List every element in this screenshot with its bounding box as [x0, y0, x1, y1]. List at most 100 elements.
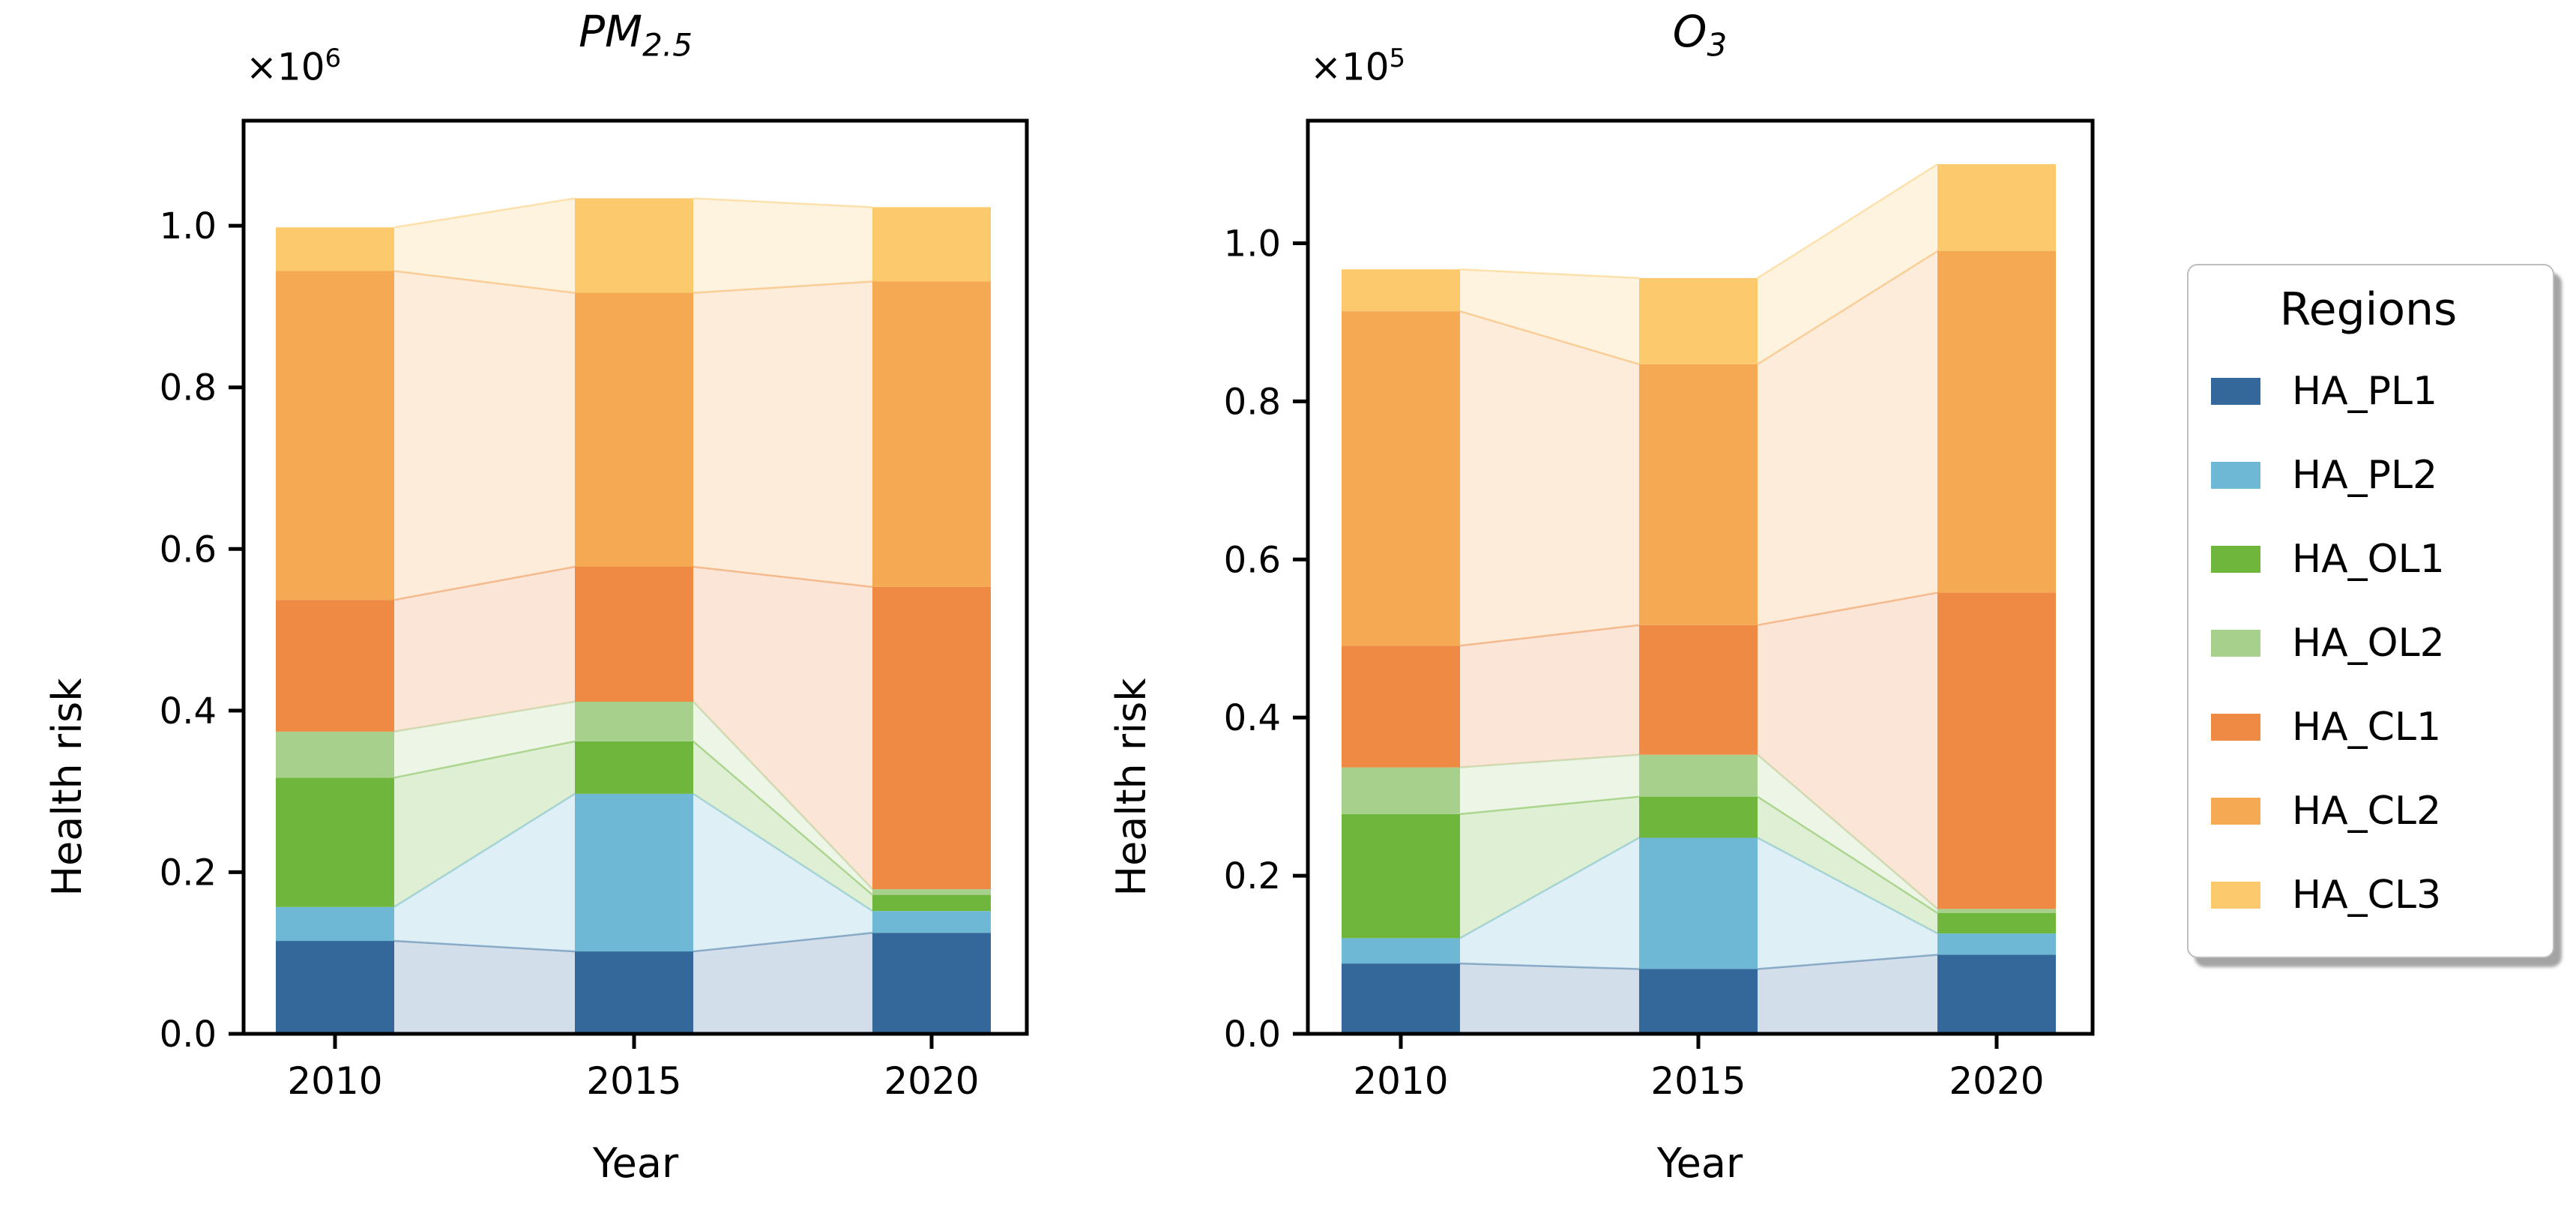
left-x-axis-label: Year	[592, 1140, 679, 1187]
bar-segment-2015-ha_ol2	[1639, 754, 1758, 797]
y-tick-label: 1.0	[160, 205, 217, 247]
y-tick-label: 0.8	[1224, 381, 1281, 423]
connector-band-edge-ha_ol1	[1459, 795, 1640, 816]
bar-segment-2010-ha_pl1	[1342, 963, 1460, 1034]
connector-band-edge-ha_cl2	[1459, 310, 1640, 365]
connector-band-edge-ha_pl2	[1757, 837, 1938, 935]
connector-band-ha_cl3	[1758, 164, 1937, 364]
right-chart-title-subscript: 3	[1707, 26, 1728, 64]
legend-label: HA_PL1	[2292, 369, 2438, 414]
bar-segment-2020-ha_pl2	[1937, 933, 2056, 955]
connector-band-ha_pl2	[394, 793, 575, 952]
connector-band-edge-ha_pl1	[1459, 962, 1640, 970]
connector-band-ha_ol1	[693, 741, 872, 912]
connector-band-edge-ha_cl2	[1757, 250, 1938, 365]
connector-band-ha_cl2	[1460, 311, 1639, 646]
legend-swatch-ha_cl2	[2211, 798, 2260, 825]
left-axis-offset-label: ×106	[246, 43, 342, 89]
bar-segment-2010-ha_cl1	[276, 600, 394, 732]
connector-band-edge-ha_cl3	[693, 197, 873, 208]
legend-swatch-ha_cl1	[2211, 714, 2260, 741]
y-tick-label: 0.8	[160, 367, 217, 409]
x-tick-label-2020: 2020	[884, 1059, 979, 1103]
bar-segment-2020-ha_cl1	[1937, 592, 2056, 909]
y-tick-label: 1.0	[1224, 223, 1281, 265]
left-axis-offset-exponent: 6	[325, 43, 342, 73]
connector-band-edge-ha_ol2	[1459, 753, 1640, 768]
legend-swatch-ha_pl1	[2211, 378, 2260, 405]
y-tick-label: 0.0	[160, 1014, 217, 1056]
bar-segment-2015-ha_cl2	[575, 292, 693, 567]
connector-band-ha_cl3	[693, 198, 872, 293]
x-tick-label-2010: 2010	[287, 1059, 382, 1103]
connector-band-edge-ha_ol1	[393, 740, 576, 779]
legend-item-ha_ol1: HA_OL1	[2211, 517, 2526, 601]
bar-segment-2010-ha_pl2	[276, 906, 394, 942]
connector-band-ha_cl2	[1758, 251, 1937, 625]
connector-band-ha_pl1	[394, 941, 575, 1034]
bar-segment-2020-ha_ol1	[872, 894, 991, 912]
connector-band-ha_cl2	[693, 281, 872, 587]
connector-band-ha_pl2	[693, 793, 872, 952]
connector-band-edge-ha_pl2	[393, 792, 576, 908]
x-tick-label-2015: 2015	[1650, 1059, 1746, 1103]
connector-band-edge-ha_pl1	[1757, 954, 1938, 970]
legend-swatch-ha_ol2	[2211, 630, 2260, 657]
connector-band-ha_cl3	[394, 198, 575, 293]
bar-segment-2015-ha_pl1	[1639, 969, 1758, 1034]
legend-label: HA_CL1	[2292, 705, 2442, 750]
chart-pm25: 0.0 0.2 0.4 0.6 0.8 1.0 2010 2015 2020	[160, 118, 1029, 1103]
y-tick-label: 0.2	[160, 852, 217, 894]
connector-band-edge-ha_pl2	[1459, 837, 1640, 939]
connector-band-ha_ol1	[394, 741, 575, 907]
connector-band-edge-ha_cl1	[393, 565, 576, 601]
legend-item-ha_ol2: HA_OL2	[2211, 601, 2526, 685]
legend-rows: HA_PL1 HA_PL2 HA_OL1 HA_OL2 HA_CL1 HA_CL2 HA_C…	[2211, 349, 2526, 937]
connector-band-ha_pl2	[1758, 837, 1937, 969]
connector-band-ha_cl2	[394, 271, 575, 601]
y-tick-label: 0.6	[160, 529, 217, 571]
legend-item-ha_cl3: HA_CL3	[2211, 853, 2526, 937]
chart-o3: 0.0 0.2 0.4 0.6 0.8 1.0 2010 2015 2020	[1224, 118, 2095, 1103]
bar-segment-2010-ha_ol1	[1342, 813, 1460, 939]
connector-band-edge-ha_ol2	[393, 700, 576, 733]
bar-segment-2020-ha_pl2	[872, 911, 991, 933]
bar-segment-2015-ha_ol2	[575, 701, 693, 741]
legend-label: HA_PL2	[2292, 453, 2438, 498]
bar-segment-2020-ha_cl1	[872, 586, 991, 890]
bar-segment-2010-ha_cl3	[276, 227, 394, 271]
left-chart-title-subscript: 2.5	[642, 26, 693, 64]
bar-segment-2015-ha_ol1	[1639, 796, 1758, 838]
connector-band-ha_pl1	[1460, 963, 1639, 1034]
connector-band-edge-ha_ol2	[1757, 753, 1938, 910]
legend-swatch-ha_pl2	[2211, 462, 2260, 489]
bar-segment-2020-ha_ol2	[1937, 909, 2056, 913]
connector-band-edge-ha_cl1	[1757, 592, 1938, 627]
legend-label: HA_CL2	[2292, 789, 2442, 834]
connector-band-ha_ol2	[394, 701, 575, 778]
connector-band-edge-ha_cl3	[1459, 268, 1640, 280]
legend-swatch-ha_ol1	[2211, 546, 2260, 573]
bar-segment-2015-ha_cl1	[1639, 624, 1758, 755]
bar-segment-2010-ha_ol1	[276, 777, 394, 907]
connector-band-edge-ha_cl1	[693, 565, 873, 589]
right-x-axis-label: Year	[1656, 1140, 1743, 1187]
bar-segment-2020-ha_cl3	[872, 207, 991, 282]
right-chart-title: O3	[1672, 6, 1728, 64]
bar-segment-2015-ha_cl2	[1639, 364, 1758, 625]
connector-band-edge-ha_ol1	[1757, 795, 1938, 914]
connector-band-edge-ha_pl2	[693, 792, 873, 912]
legend-swatch-ha_cl3	[2211, 882, 2260, 909]
bar-segment-2015-ha_pl1	[575, 951, 693, 1034]
bar-segment-2010-ha_ol2	[276, 731, 394, 778]
x-tick-label-2015: 2015	[586, 1059, 681, 1103]
bar-segment-2020-ha_cl2	[1937, 251, 2056, 593]
connector-band-ha_cl1	[1758, 592, 1937, 909]
legend-item-ha_pl2: HA_PL2	[2211, 433, 2526, 517]
bar-segment-2015-ha_pl2	[1639, 837, 1758, 969]
legend-item-ha_cl2: HA_CL2	[2211, 769, 2526, 853]
y-tick-label: 0.6	[1224, 539, 1281, 581]
bar-segment-2020-ha_pl1	[1937, 954, 2056, 1034]
bar-segment-2020-ha_ol1	[1937, 912, 2056, 934]
